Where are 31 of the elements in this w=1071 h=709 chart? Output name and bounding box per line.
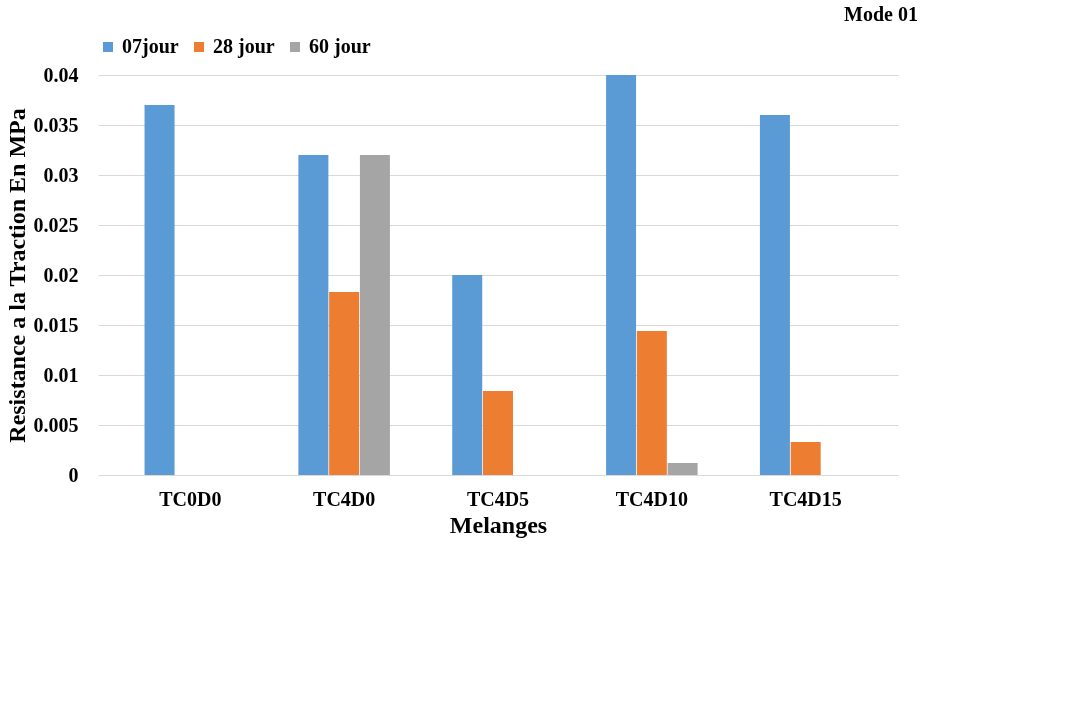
y-axis-title: Resistance a la Traction En MPa [3, 108, 30, 443]
text: Mode 01 [844, 3, 918, 25]
bar [667, 463, 698, 475]
x-tick-label: TC0D0 [159, 487, 222, 510]
x-axis-title: Melanges [449, 511, 548, 538]
y-tick-label: 0 [68, 463, 79, 486]
y-tick-label: 0.025 [33, 213, 79, 236]
x-tick-label: TC4D0 [313, 487, 376, 510]
bar [359, 155, 390, 475]
bar [790, 442, 821, 475]
bar [329, 292, 360, 475]
y-tick-label: 0.04 [43, 63, 79, 86]
legend-label: 60 jour [309, 35, 371, 58]
bar [483, 391, 513, 475]
bar [452, 275, 483, 475]
x-tick-label: TC4D10 [615, 487, 688, 510]
bar [759, 115, 790, 475]
bar [298, 155, 329, 475]
legend-label: 28 jour [213, 35, 275, 58]
y-tick-label: 0.02 [43, 263, 79, 286]
x-tick-label: TC4D15 [769, 487, 842, 510]
y-tick-label: 0.03 [43, 163, 79, 186]
bar [144, 105, 175, 475]
y-tick-label: 0.005 [33, 413, 79, 436]
bar [636, 331, 667, 475]
legend-label: 07jour [122, 35, 179, 58]
y-tick-label: 0.015 [33, 313, 79, 336]
bar [606, 75, 637, 475]
y-tick-label: 0.01 [43, 363, 79, 386]
x-tick-label: TC4D5 [466, 487, 530, 510]
y-tick-label: 0.035 [33, 113, 79, 136]
